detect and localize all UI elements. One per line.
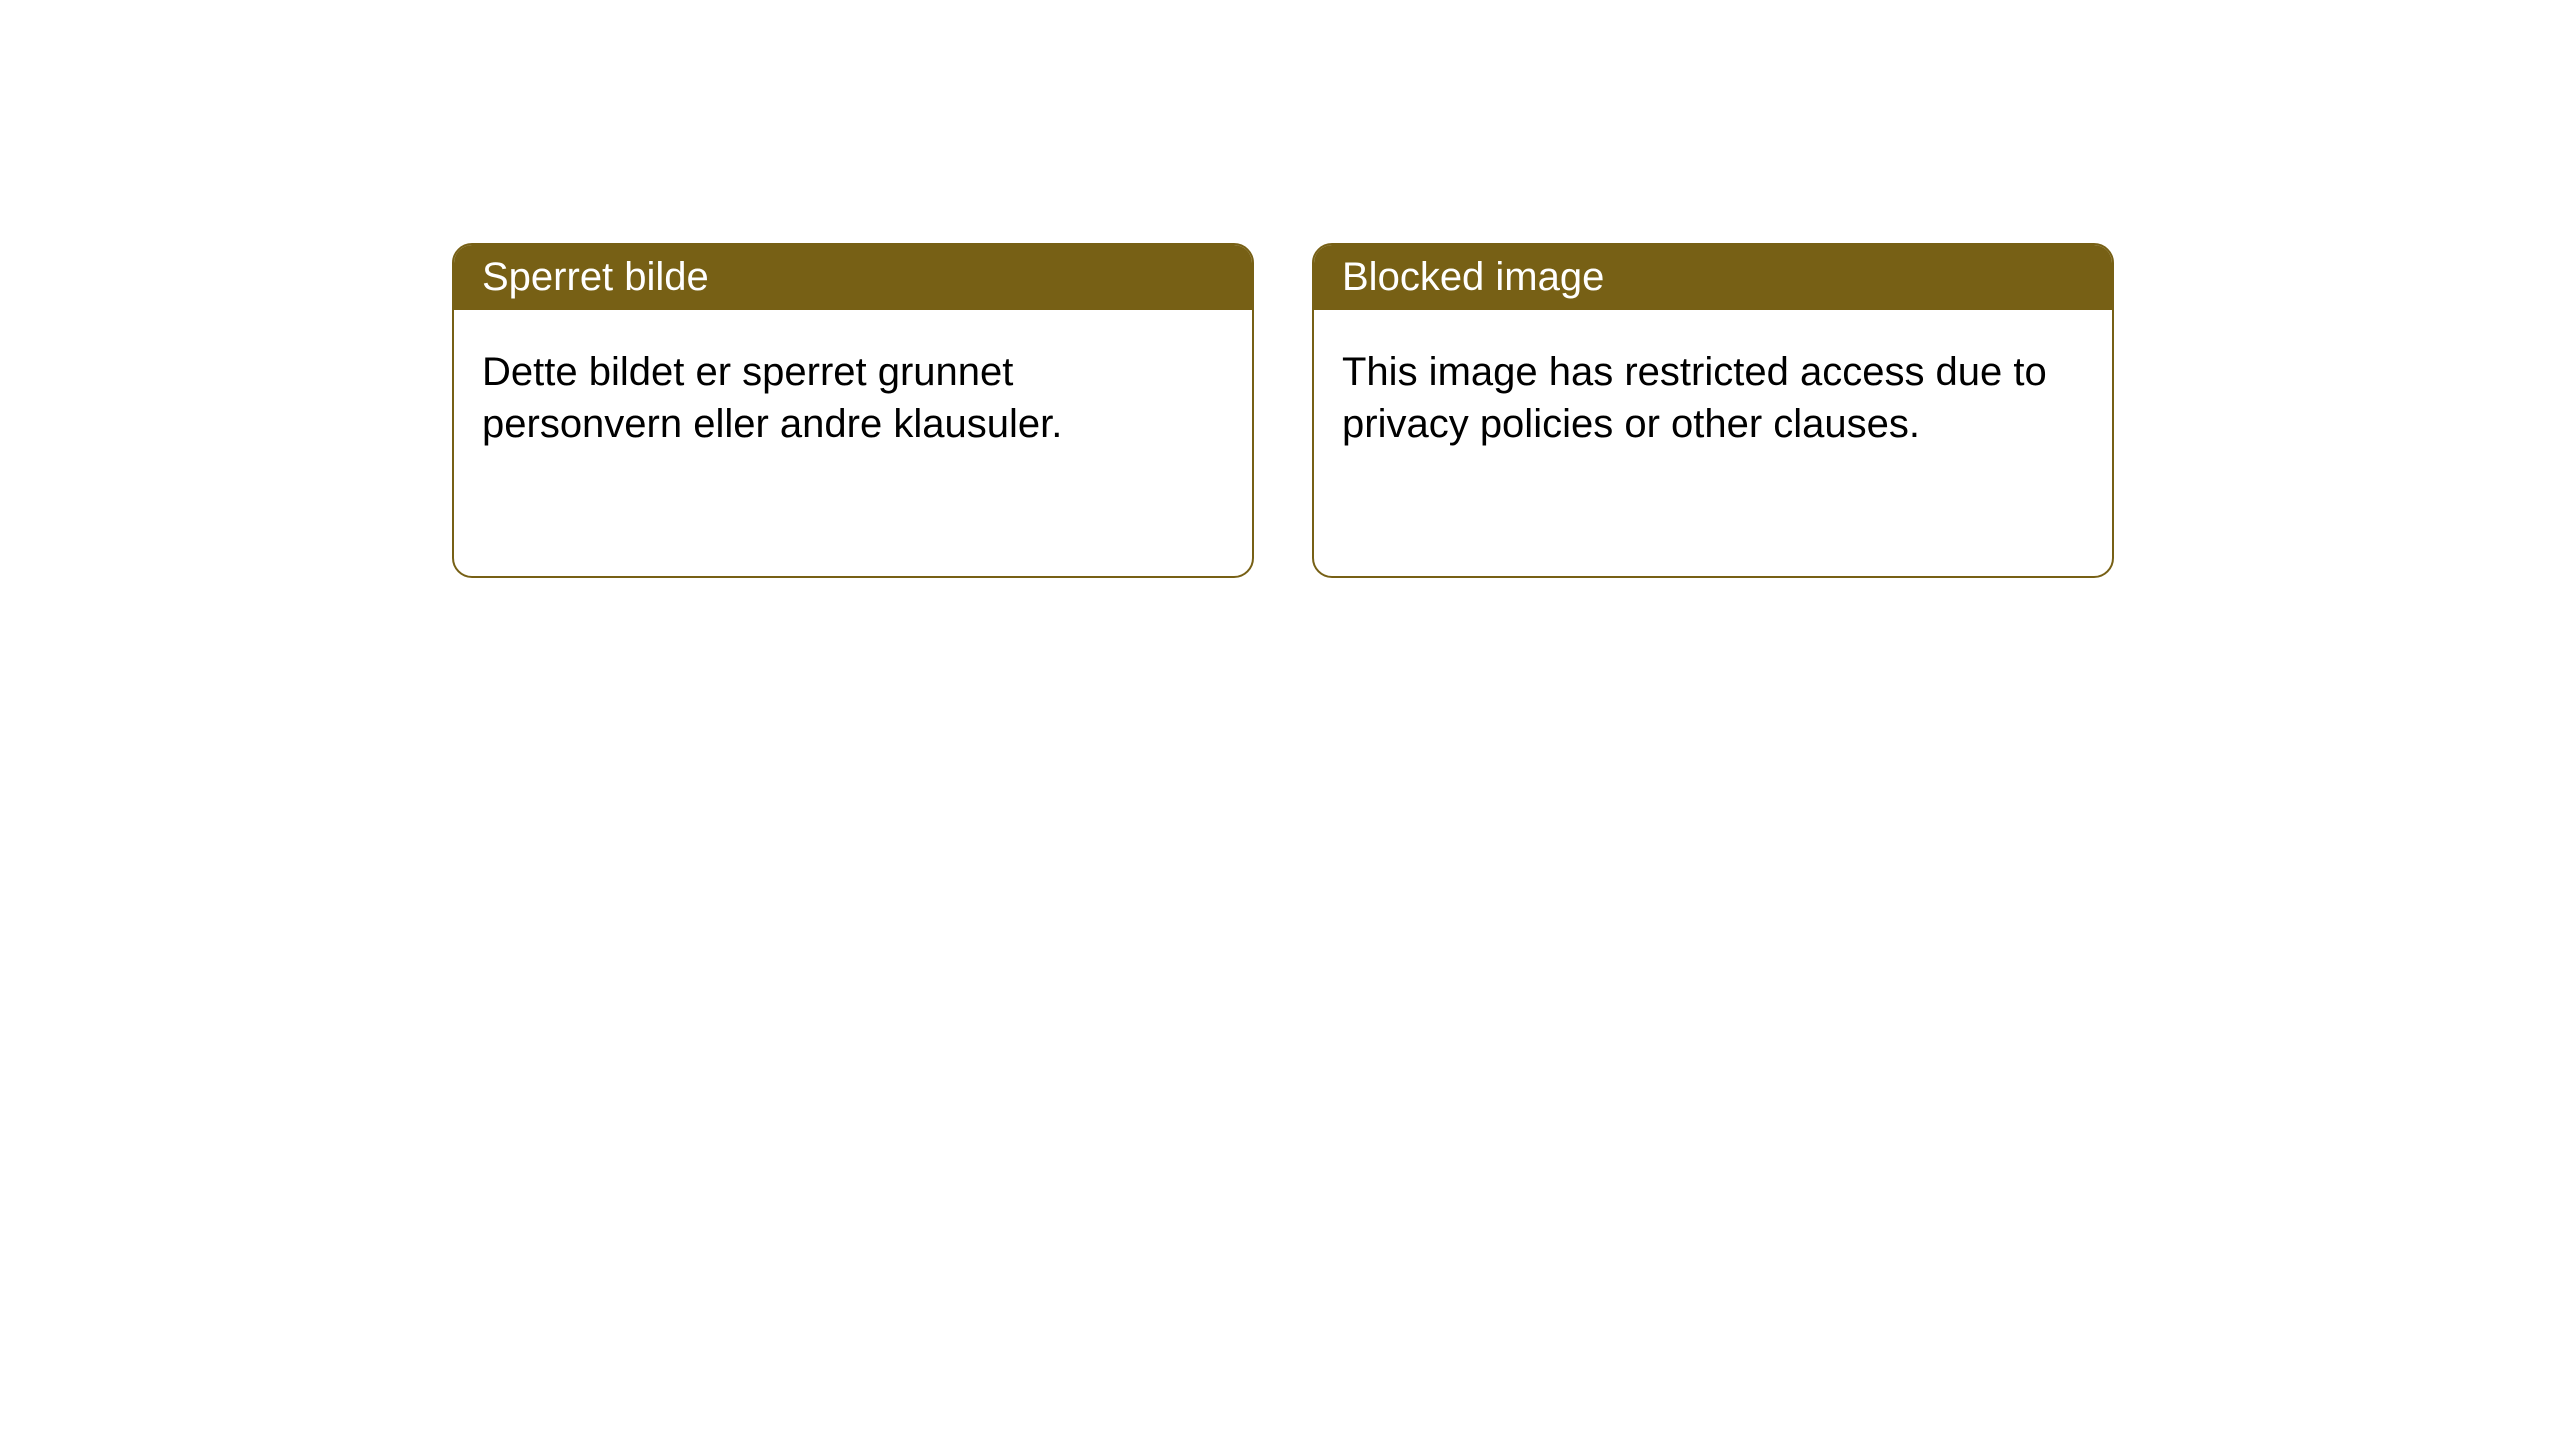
cards-container: Sperret bilde Dette bildet er sperret gr… [0,0,2560,578]
card-body: This image has restricted access due to … [1314,310,2112,486]
card-header: Blocked image [1314,245,2112,310]
card-body-text: This image has restricted access due to … [1342,350,2047,446]
card-norwegian: Sperret bilde Dette bildet er sperret gr… [452,243,1254,578]
card-header: Sperret bilde [454,245,1252,310]
card-body-text: Dette bildet er sperret grunnet personve… [482,350,1062,446]
card-body: Dette bildet er sperret grunnet personve… [454,310,1252,486]
card-english: Blocked image This image has restricted … [1312,243,2114,578]
card-title: Blocked image [1342,255,1604,299]
card-title: Sperret bilde [482,255,709,299]
